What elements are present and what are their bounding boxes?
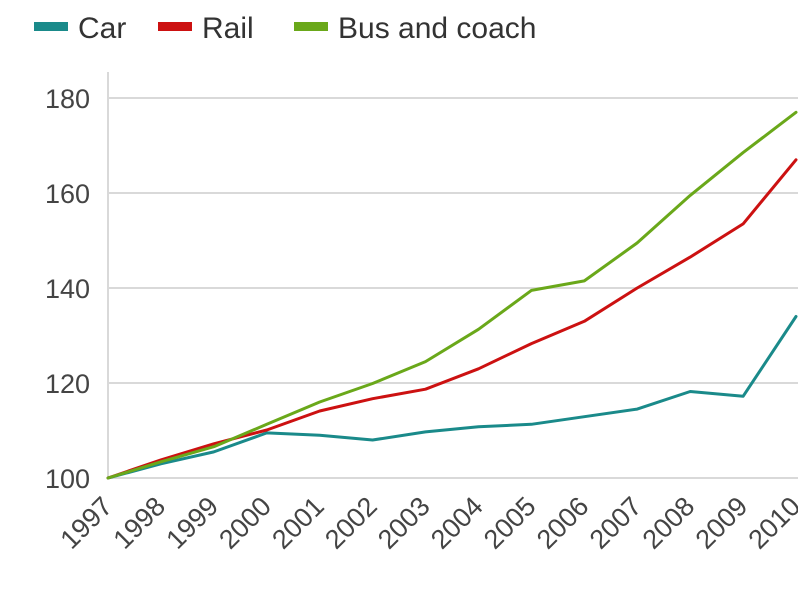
x-axis-ticks: 1997199819992000200120022003200420052006…	[55, 491, 798, 555]
x-tick-label-7: 2004	[425, 491, 489, 555]
x-tick-label-8: 2005	[478, 491, 542, 555]
y-tick-label-3: 160	[45, 179, 90, 209]
grid	[107, 72, 798, 479]
series-lines	[106, 110, 798, 480]
legend-swatch-1	[158, 22, 192, 31]
legend: Car Rail Bus and coach	[34, 12, 536, 45]
legend-label-1: Rail	[202, 12, 254, 45]
legend-label-0: Car	[78, 12, 126, 45]
x-tick-label-3: 2000	[213, 491, 277, 555]
series-line-car	[106, 315, 798, 480]
legend-swatch-2	[294, 22, 328, 31]
y-tick-label-0: 100	[45, 464, 90, 494]
y-axis-ticks: 100 120 140 160 180	[45, 84, 90, 494]
x-tick-label-6: 2003	[372, 491, 436, 555]
x-tick-label-12: 2009	[690, 491, 754, 555]
x-tick-label-13: 2010	[743, 491, 798, 555]
x-tick-label-11: 2008	[637, 491, 701, 555]
x-tick-label-4: 2001	[266, 491, 330, 555]
x-tick-label-10: 2007	[584, 491, 648, 555]
y-tick-label-2: 140	[45, 274, 90, 304]
y-tick-label-1: 120	[45, 369, 90, 399]
x-tick-label-0: 1997	[55, 491, 119, 555]
series-line-bus-and-coach	[106, 110, 798, 480]
y-tick-label-4: 180	[45, 84, 90, 114]
legend-swatch-0	[34, 22, 68, 31]
x-tick-label-2: 1999	[160, 491, 224, 555]
x-tick-label-5: 2002	[319, 491, 383, 555]
x-tick-label-1: 1998	[107, 491, 171, 555]
legend-label-2: Bus and coach	[338, 12, 536, 45]
x-tick-label-9: 2006	[531, 491, 595, 555]
